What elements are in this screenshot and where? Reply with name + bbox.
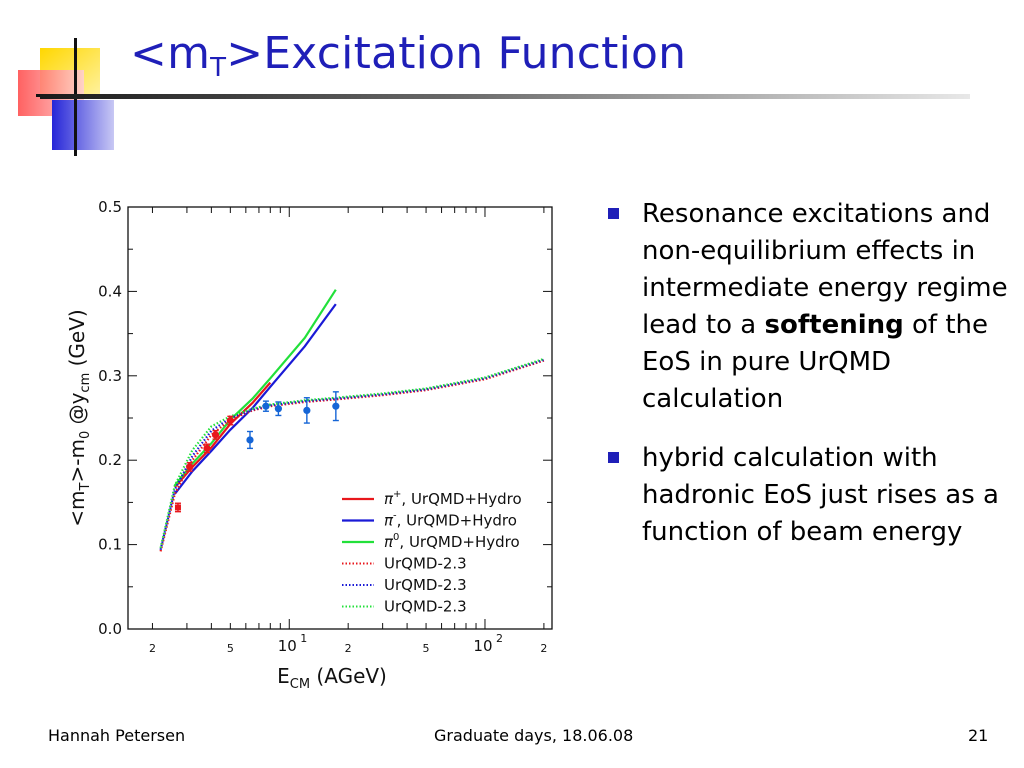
legend-entry-1: π+, UrQMD+Hydro [384,489,522,508]
x-tick-label: 10 [473,637,492,655]
y-tick-label: 0.0 [98,620,122,638]
red-model-point-marker [211,431,220,439]
logo [0,0,140,160]
bullet-item-2: hybrid calculation with hadronic EoS jus… [604,440,1014,551]
bullet-1-bold: softening [764,310,904,340]
x-tick-exponent: 2 [496,632,503,645]
plot-frame [127,206,553,630]
x-tick-label: 2 [149,642,156,655]
legend-entry-6: UrQMD-2.3 [384,598,467,616]
series-line-2 [173,303,337,495]
series-line-6 [159,357,545,549]
y-tick-label: 0.5 [98,198,122,216]
legend-entry-3: π0, UrQMD+Hydro [384,532,520,551]
square-bullet-icon [608,452,619,463]
bullet-item-1: Resonance excitations and non-equilibriu… [604,196,1014,418]
title-main: <m [130,28,211,79]
bullet-list: Resonance excitations and non-equilibriu… [604,196,1014,573]
bullet-1-tail: of the EoS in pure UrQMD calculation [642,310,989,414]
y-tick-label: 0.1 [98,536,122,554]
footer-author: Hannah Petersen [48,726,186,745]
legend-entry-4: UrQMD-2.3 [384,555,467,573]
x-tick-label: 5 [227,642,234,655]
bullet-1-text: Resonance excitations and non-equilibriu… [642,199,1008,340]
square-bullet-icon [608,208,619,219]
slide-title: <mT>Excitation Function [130,28,686,83]
x-tick-label: 2 [540,642,547,655]
title-rule [40,94,970,99]
y-tick-label: 0.2 [98,451,122,469]
blue-data-point-marker [246,436,254,444]
bullet-2-text: hybrid calculation with hadronic EoS jus… [642,443,999,547]
mt-excitation-chart: 0.0 0.1 0.2 0.3 0.4 0.5 2 5 10 1 2 5 10 2 2 ECM (AGeV) <… [60,185,565,695]
legend-entry-2: π-, UrQMD+Hydro [384,511,517,530]
x-tick-label: 2 [345,642,352,655]
footer-event: Graduate days, 18.06.08 [434,726,634,745]
y-tick-label: 0.4 [98,282,122,300]
y-tick-label: 0.3 [98,367,122,385]
blue-data-point-marker [274,405,282,413]
blue-data-point-marker [303,406,311,415]
x-axis-title: ECM (AGeV) [277,664,387,692]
x-tick-exponent: 1 [300,632,307,645]
title-rest: >Excitation Function [226,28,687,79]
red-model-point-marker [186,463,194,471]
y-axis-title: <mT>-m0 @ycm (GeV) [65,309,93,526]
series-line-3 [173,289,337,487]
red-model-point-marker [203,444,211,452]
page-number: 21 [968,726,989,745]
red-data-point-marker [174,504,181,511]
red-model-point-marker [226,416,234,425]
blue-data-point-marker [262,402,270,410]
blue-data-point-marker [332,402,340,410]
legend-entry-5: UrQMD-2.3 [384,576,467,594]
title-subscript: T [210,53,227,83]
x-tick-label: 10 [278,637,297,655]
x-tick-label: 5 [423,642,430,655]
